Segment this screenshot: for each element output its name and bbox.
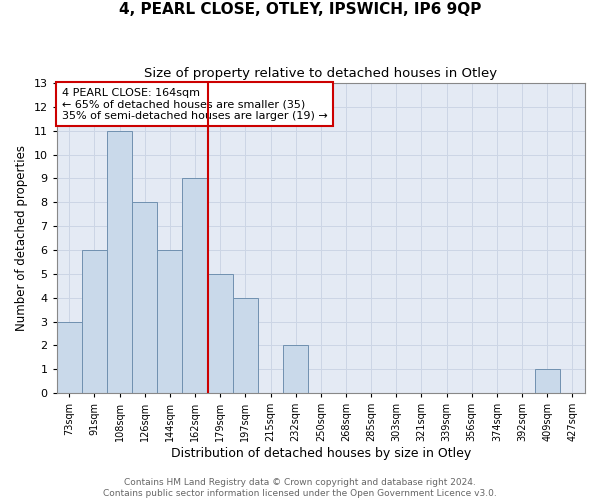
Y-axis label: Number of detached properties: Number of detached properties xyxy=(15,145,28,331)
Text: 4, PEARL CLOSE, OTLEY, IPSWICH, IP6 9QP: 4, PEARL CLOSE, OTLEY, IPSWICH, IP6 9QP xyxy=(119,2,481,18)
Bar xyxy=(107,130,132,393)
Bar xyxy=(57,322,82,393)
Title: Size of property relative to detached houses in Otley: Size of property relative to detached ho… xyxy=(144,68,497,80)
Bar xyxy=(157,250,182,393)
Bar xyxy=(208,274,233,393)
Text: 4 PEARL CLOSE: 164sqm
← 65% of detached houses are smaller (35)
35% of semi-deta: 4 PEARL CLOSE: 164sqm ← 65% of detached … xyxy=(62,88,328,121)
X-axis label: Distribution of detached houses by size in Otley: Distribution of detached houses by size … xyxy=(171,447,471,460)
Bar xyxy=(132,202,157,393)
Bar xyxy=(82,250,107,393)
Text: Contains HM Land Registry data © Crown copyright and database right 2024.
Contai: Contains HM Land Registry data © Crown c… xyxy=(103,478,497,498)
Bar xyxy=(233,298,258,393)
Bar xyxy=(535,369,560,393)
Bar xyxy=(182,178,208,393)
Bar xyxy=(283,346,308,393)
